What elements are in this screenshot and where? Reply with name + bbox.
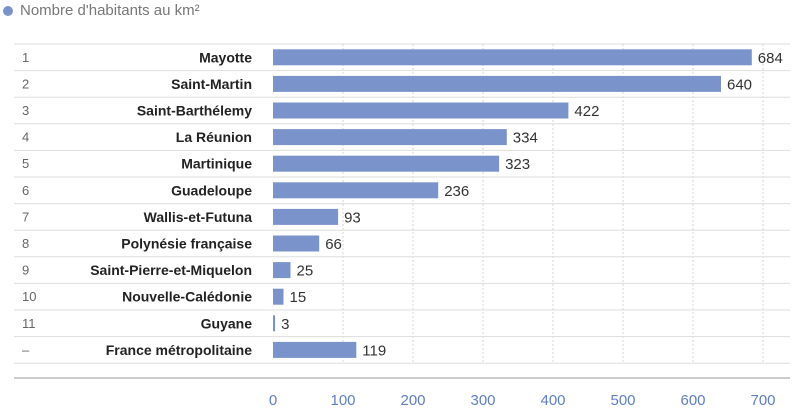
bar bbox=[273, 315, 276, 332]
rank-label: 8 bbox=[22, 236, 29, 251]
bar bbox=[273, 75, 721, 92]
category-label: Guyane bbox=[201, 315, 253, 331]
category-label: La Réunion bbox=[176, 129, 252, 145]
bar bbox=[273, 182, 439, 199]
bar bbox=[273, 155, 500, 172]
rank-label: 2 bbox=[22, 76, 29, 91]
rank-label: 5 bbox=[22, 156, 29, 171]
value-label: 3 bbox=[281, 316, 289, 333]
bar bbox=[273, 235, 320, 252]
category-label: Saint-Pierre-et-Miquelon bbox=[90, 262, 252, 278]
rank-label: 3 bbox=[22, 103, 29, 118]
category-label: Wallis-et-Futuna bbox=[144, 209, 253, 225]
rank-label: 9 bbox=[22, 263, 29, 278]
category-label: Mayotte bbox=[199, 49, 252, 65]
rank-label: 4 bbox=[22, 130, 29, 145]
bar bbox=[273, 129, 507, 146]
value-label: 640 bbox=[727, 76, 752, 93]
bar bbox=[273, 49, 752, 66]
value-label: 15 bbox=[290, 289, 307, 306]
value-label: 66 bbox=[325, 236, 342, 253]
value-label: 684 bbox=[758, 50, 783, 67]
category-label: France métropolitaine bbox=[106, 342, 252, 358]
bar bbox=[273, 102, 569, 119]
category-label: Guadeloupe bbox=[171, 182, 252, 198]
category-label: Martinique bbox=[181, 156, 252, 172]
x-tick-label: 200 bbox=[400, 392, 425, 409]
x-tick-label: 500 bbox=[610, 392, 635, 409]
x-tick-label: 700 bbox=[750, 392, 775, 409]
bar bbox=[273, 341, 357, 358]
category-label: Polynésie française bbox=[121, 236, 252, 252]
value-label: 422 bbox=[574, 103, 599, 120]
rank-label: 1 bbox=[22, 50, 29, 65]
rank-label: 7 bbox=[22, 209, 29, 224]
x-tick-label: 100 bbox=[330, 392, 355, 409]
x-tick-label: 600 bbox=[680, 392, 705, 409]
x-tick-label: 400 bbox=[540, 392, 565, 409]
value-label: 119 bbox=[362, 342, 386, 359]
bar bbox=[273, 262, 291, 279]
category-label: Nouvelle-Calédonie bbox=[122, 289, 252, 305]
value-label: 323 bbox=[505, 156, 530, 173]
legend-label: Nombre d'habitants au km² bbox=[20, 2, 200, 19]
rank-label: 10 bbox=[22, 289, 36, 304]
category-label: Saint-Barthélemy bbox=[137, 103, 252, 119]
category-label: Saint-Martin bbox=[171, 76, 252, 92]
x-tick-label: 300 bbox=[470, 392, 495, 409]
rank-label: – bbox=[22, 342, 30, 357]
value-label: 236 bbox=[444, 183, 469, 200]
value-label: 25 bbox=[297, 263, 314, 280]
bar bbox=[273, 288, 284, 305]
value-label: 334 bbox=[513, 130, 538, 147]
rank-label: 11 bbox=[22, 316, 36, 331]
bar bbox=[273, 208, 339, 225]
x-tick-label: 0 bbox=[269, 392, 277, 409]
value-label: 93 bbox=[344, 209, 361, 226]
legend-marker bbox=[3, 6, 13, 16]
rank-label: 6 bbox=[22, 183, 29, 198]
